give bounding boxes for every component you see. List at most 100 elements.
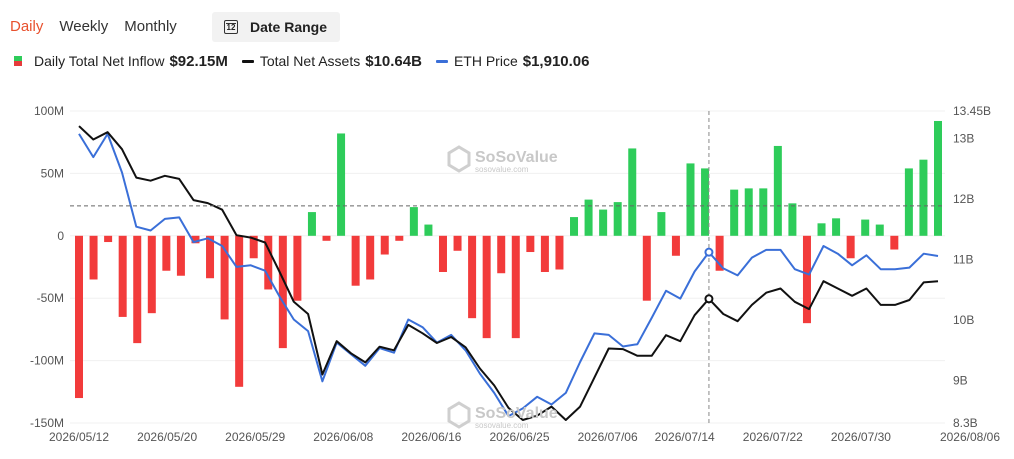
inflow-bar — [438, 235, 447, 272]
assets-swatch — [241, 59, 254, 63]
inflow-swatch — [14, 56, 22, 66]
watermark-url: sosovalue.com — [475, 421, 529, 430]
inflow-bar — [104, 235, 113, 243]
inflow-bar — [628, 148, 637, 236]
inflow-bar — [380, 235, 389, 255]
calendar-icon: 12 — [224, 20, 238, 34]
inflow-bar — [540, 235, 549, 272]
inflow-bar — [162, 235, 171, 271]
inflow-bar — [249, 235, 258, 259]
x-axis-tick: 2026/05/12 — [49, 430, 109, 444]
crosshair-price-marker — [704, 247, 714, 257]
inflow-bar — [555, 235, 564, 270]
inflow-bar — [832, 218, 841, 236]
x-axis-tick: 2026/06/08 — [313, 430, 373, 444]
x-axis-tick: 2026/07/22 — [743, 430, 803, 444]
inflow-bar — [875, 224, 884, 236]
tab-monthly[interactable]: Monthly — [124, 17, 177, 35]
inflow-bar — [75, 235, 83, 399]
inflow-bar — [468, 235, 477, 319]
legend-item-price[interactable]: ETH Price $1,910.06 — [435, 52, 590, 70]
inflow-bar — [671, 235, 680, 256]
x-axis-tick: 2026/07/14 — [655, 430, 715, 444]
inflow-bar — [861, 219, 870, 236]
watermark-brand: SoSoValue — [475, 405, 558, 422]
inflow-bar — [337, 133, 346, 236]
watermark-url: sosovalue.com — [475, 165, 529, 174]
inflow-bar — [613, 202, 622, 236]
inflow-bar — [118, 235, 127, 317]
tab-daily[interactable]: Daily — [10, 17, 44, 35]
eth-price-line — [78, 132, 939, 418]
inflow-bar — [497, 235, 506, 274]
inflow-bar — [235, 235, 244, 387]
chart-legend: Daily Total Net Inflow $92.15M Total Net… — [14, 50, 603, 72]
inflow-bar — [453, 235, 462, 251]
inflow-bar — [133, 235, 142, 344]
inflow-bar — [293, 235, 302, 301]
inflow-bar — [395, 235, 404, 241]
legend-value-price: $1,910.06 — [522, 52, 590, 70]
legend-label-assets: Total Net Assets — [259, 53, 361, 69]
inflow-bar — [220, 235, 229, 320]
left-axis-tick: -150M — [30, 416, 64, 430]
left-axis-tick: -100M — [30, 354, 64, 368]
inflow-bar — [759, 188, 768, 236]
inflow-bar — [322, 235, 331, 241]
inflow-bar — [191, 235, 200, 244]
inflow-bar — [366, 235, 375, 280]
x-axis-tick: 2026/07/30 — [831, 430, 891, 444]
left-axis-tick: 0 — [57, 229, 64, 243]
inflow-bar — [934, 120, 942, 236]
right-axis-tick: 9B — [953, 374, 968, 388]
watermark-brand: SoSoValue — [475, 149, 558, 166]
inflow-bar — [511, 235, 520, 339]
inflow-bar — [730, 189, 739, 236]
x-axis-tick: 2026/06/25 — [489, 430, 549, 444]
crosshair-assets-marker — [704, 294, 714, 304]
inflow-bar — [147, 235, 156, 314]
tab-weekly[interactable]: Weekly — [59, 17, 109, 35]
watermark-logo — [447, 401, 471, 429]
x-axis-tick: 2026/08/06 — [940, 430, 1000, 444]
left-axis-tick: -50M — [37, 291, 64, 305]
inflow-bar — [307, 212, 316, 236]
x-axis-tick: 2026/07/06 — [578, 430, 638, 444]
date-range-label: Date Range — [250, 19, 328, 35]
inflow-bar — [264, 235, 273, 290]
inflow-bar — [657, 212, 666, 236]
inflow-bar — [715, 235, 724, 271]
inflow-bar — [701, 168, 710, 236]
inflow-bar — [482, 235, 491, 339]
watermark-logo — [447, 145, 471, 173]
right-axis-tick: 13.45B — [953, 104, 991, 118]
inflow-bar — [526, 235, 535, 253]
inflow-bar — [584, 199, 593, 236]
inflow-bar — [206, 235, 215, 279]
left-axis-tick: 100M — [34, 104, 64, 118]
right-axis-tick: 11B — [953, 252, 973, 266]
inflow-bar — [744, 188, 753, 236]
inflow-bar — [176, 235, 185, 276]
x-axis-tick: 2026/05/29 — [225, 430, 285, 444]
inflow-bar — [802, 235, 811, 324]
legend-item-assets[interactable]: Total Net Assets $10.64B — [241, 52, 422, 70]
legend-item-inflow[interactable]: Daily Total Net Inflow $92.15M — [14, 53, 228, 70]
inflow-bar — [89, 235, 98, 280]
x-axis-tick: 2026/06/16 — [401, 430, 461, 444]
legend-value-inflow: $92.15M — [169, 52, 228, 70]
interval-tabs: Daily Weekly Monthly — [10, 10, 193, 42]
inflow-bar — [788, 203, 797, 236]
inflow-bar — [278, 235, 287, 349]
inflow-bar — [890, 235, 899, 250]
inflow-bar — [570, 217, 579, 236]
legend-value-assets: $10.64B — [365, 52, 422, 70]
date-range-button[interactable]: 12 Date Range — [212, 12, 340, 42]
inflow-bar — [642, 235, 651, 301]
inflow-bar — [846, 235, 855, 259]
right-axis-tick: 12B — [953, 192, 974, 206]
right-axis-tick: 10B — [953, 313, 974, 327]
inflow-bar — [817, 223, 826, 236]
inflow-bar — [773, 145, 782, 236]
